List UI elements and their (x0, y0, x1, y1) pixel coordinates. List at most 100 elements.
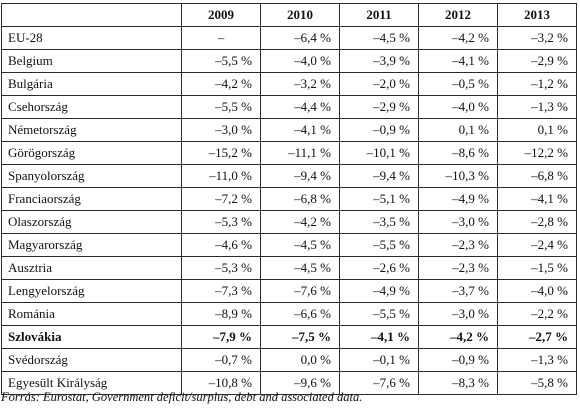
value-cell: –7,3 % (181, 279, 261, 303)
country-cell: Bulgária (1, 72, 182, 96)
value-cell: –5,5 % (181, 49, 261, 73)
value-cell: –2,3 % (418, 256, 498, 280)
value-cell: –2,2 % (497, 302, 577, 326)
value-cell: –1,3 % (497, 95, 577, 119)
value-cell: –3,0 % (418, 302, 498, 326)
deficit-table: 2009 2010 2011 2012 2013 EU-28– –6,4 % –4,… (1, 3, 577, 395)
header-cell: 2012 (418, 3, 498, 27)
table-row: Németország –3,0 % –4,1 % –0,9 % 0,1 % 0,1 % (1, 118, 577, 142)
country-cell: Csehország (1, 95, 182, 119)
value-cell: –2,4 % (497, 233, 577, 257)
value-cell: –4,9 % (418, 187, 498, 211)
value-cell: –1,2 % (497, 72, 577, 96)
source-note: Forrás: Eurostat, Government deficit/sur… (1, 390, 363, 404)
country-cell: Belgium (1, 49, 182, 73)
value-cell: –3,0 % (418, 210, 498, 234)
country-cell: Spanyolország (1, 164, 182, 188)
value-cell: –2,7 % (497, 325, 577, 349)
value-cell: –4,0 % (260, 49, 340, 73)
value-cell: –4,1 % (260, 118, 340, 142)
header-cell: 2010 (260, 3, 340, 27)
value-cell: –10,3 % (418, 164, 498, 188)
table-row: Görögország –15,2 % –11,1 % –10,1 % –8,6 % –1… (1, 141, 577, 165)
country-cell: EU-28 (1, 26, 182, 50)
value-cell: –9,4 % (339, 164, 419, 188)
table-row: Románia –8,9 % –6,6 % –5,5 % –3,0 % –2,2 % (1, 302, 577, 326)
value-cell: –5,3 % (181, 210, 261, 234)
value-cell: –11,1 % (260, 141, 340, 165)
header-cell: 2009 (181, 3, 261, 27)
country-cell: Ausztria (1, 256, 182, 280)
value-cell: –5,5 % (339, 302, 419, 326)
value-cell: –2,9 % (497, 49, 577, 73)
value-cell: –0,9 % (418, 348, 498, 372)
value-cell: –7,5 % (260, 325, 340, 349)
table-row: Spanyolország –11,0 % –9,4 % –9,4 % –10,3 % –… (1, 164, 577, 188)
value-cell: –2,8 % (497, 210, 577, 234)
value-cell: –4,5 % (260, 256, 340, 280)
value-cell: –4,0 % (497, 279, 577, 303)
value-cell: –4,1 % (418, 49, 498, 73)
value-cell: –4,5 % (260, 233, 340, 257)
value-cell: –6,8 % (497, 164, 577, 188)
value-cell: –7,9 % (181, 325, 261, 349)
table-row: Magyarország –4,6 % –4,5 % –5,5 % –2,3 % –2,4… (1, 233, 577, 257)
value-cell: –4,2 % (260, 210, 340, 234)
table-row: Csehország –5,5 % –4,4 % –2,9 % –4,0 % –1,3 % (1, 95, 577, 119)
value-cell: –0,9 % (339, 118, 419, 142)
value-cell: 0,1 % (418, 118, 498, 142)
value-cell: –5,5 % (339, 233, 419, 257)
header-cell (1, 3, 182, 27)
value-cell: –5,1 % (339, 187, 419, 211)
table-row: EU-28– –6,4 % –4,5 % –4,2 % –3,2 % (1, 26, 577, 50)
value-cell: –0,1 % (339, 348, 419, 372)
country-cell: Egyesült Királyság (1, 371, 182, 395)
value-cell: –6,4 % (260, 26, 340, 50)
value-cell: –8,9 % (181, 302, 261, 326)
table-row: Belgium –5,5 % –4,0 % –3,9 % –4,1 % –2,9 % (1, 49, 577, 73)
value-cell: –3,7 % (418, 279, 498, 303)
country-cell: Görögország (1, 141, 182, 165)
value-cell: –6,8 % (260, 187, 340, 211)
value-cell: –2,0 % (339, 72, 419, 96)
value-cell: –9,4 % (260, 164, 340, 188)
value-cell: –4,1 % (339, 325, 419, 349)
value-cell: –3,5 % (339, 210, 419, 234)
value-cell: –2,6 % (339, 256, 419, 280)
value-cell: –1,5 % (497, 256, 577, 280)
value-cell: –5,3 % (181, 256, 261, 280)
table-row: Ausztria –5,3 % –4,5 % –2,6 % –2,3 % –1,5 % (1, 256, 577, 280)
value-cell: –2,3 % (418, 233, 498, 257)
value-cell: –15,2 % (181, 141, 261, 165)
table-row: Svédország –0,7 % 0,0 % –0,1 % –0,9 % –1,3 % (1, 348, 577, 372)
country-cell: Németország (1, 118, 182, 142)
table-row: Lengyelország –7,3 % –7,6 % –4,9 % –3,7 % –4,… (1, 279, 577, 303)
value-cell: –10,8 % (181, 371, 261, 395)
value-cell: –3,0 % (181, 118, 261, 142)
header-cell: 2011 (339, 3, 419, 27)
value-cell: –11,0 % (181, 164, 261, 188)
country-cell: Olaszország (1, 210, 182, 234)
table-row: Olaszország –5,3 % –4,2 % –3,5 % –3,0 % –2,8 … (1, 210, 577, 234)
value-cell: –4,0 % (418, 95, 498, 119)
value-cell: –5,8 % (497, 371, 577, 395)
value-cell: –2,9 % (339, 95, 419, 119)
value-cell: –8,3 % (418, 371, 498, 395)
country-cell: Svédország (1, 348, 182, 372)
country-cell: Lengyelország (1, 279, 182, 303)
value-cell: –4,2 % (181, 72, 261, 96)
value-cell: –5,5 % (181, 95, 261, 119)
value-cell: –3,9 % (339, 49, 419, 73)
value-cell: –6,6 % (260, 302, 340, 326)
value-cell: –7,6 % (339, 371, 419, 395)
table-row: Egyesült Királyság –10,8 % –9,6 % –7,6 % –8,… (1, 371, 577, 395)
country-cell: Franciaország (1, 187, 182, 211)
header-cell: 2013 (497, 3, 577, 27)
value-cell: –0,7 % (181, 348, 261, 372)
table-row: Szlovákia –7,9 % –7,5 % –4,1 % –4,2 % –2,7 % (1, 325, 577, 349)
value-cell: –7,6 % (260, 279, 340, 303)
value-cell: –4,4 % (260, 95, 340, 119)
country-cell: Románia (1, 302, 182, 326)
country-cell: Magyarország (1, 233, 182, 257)
